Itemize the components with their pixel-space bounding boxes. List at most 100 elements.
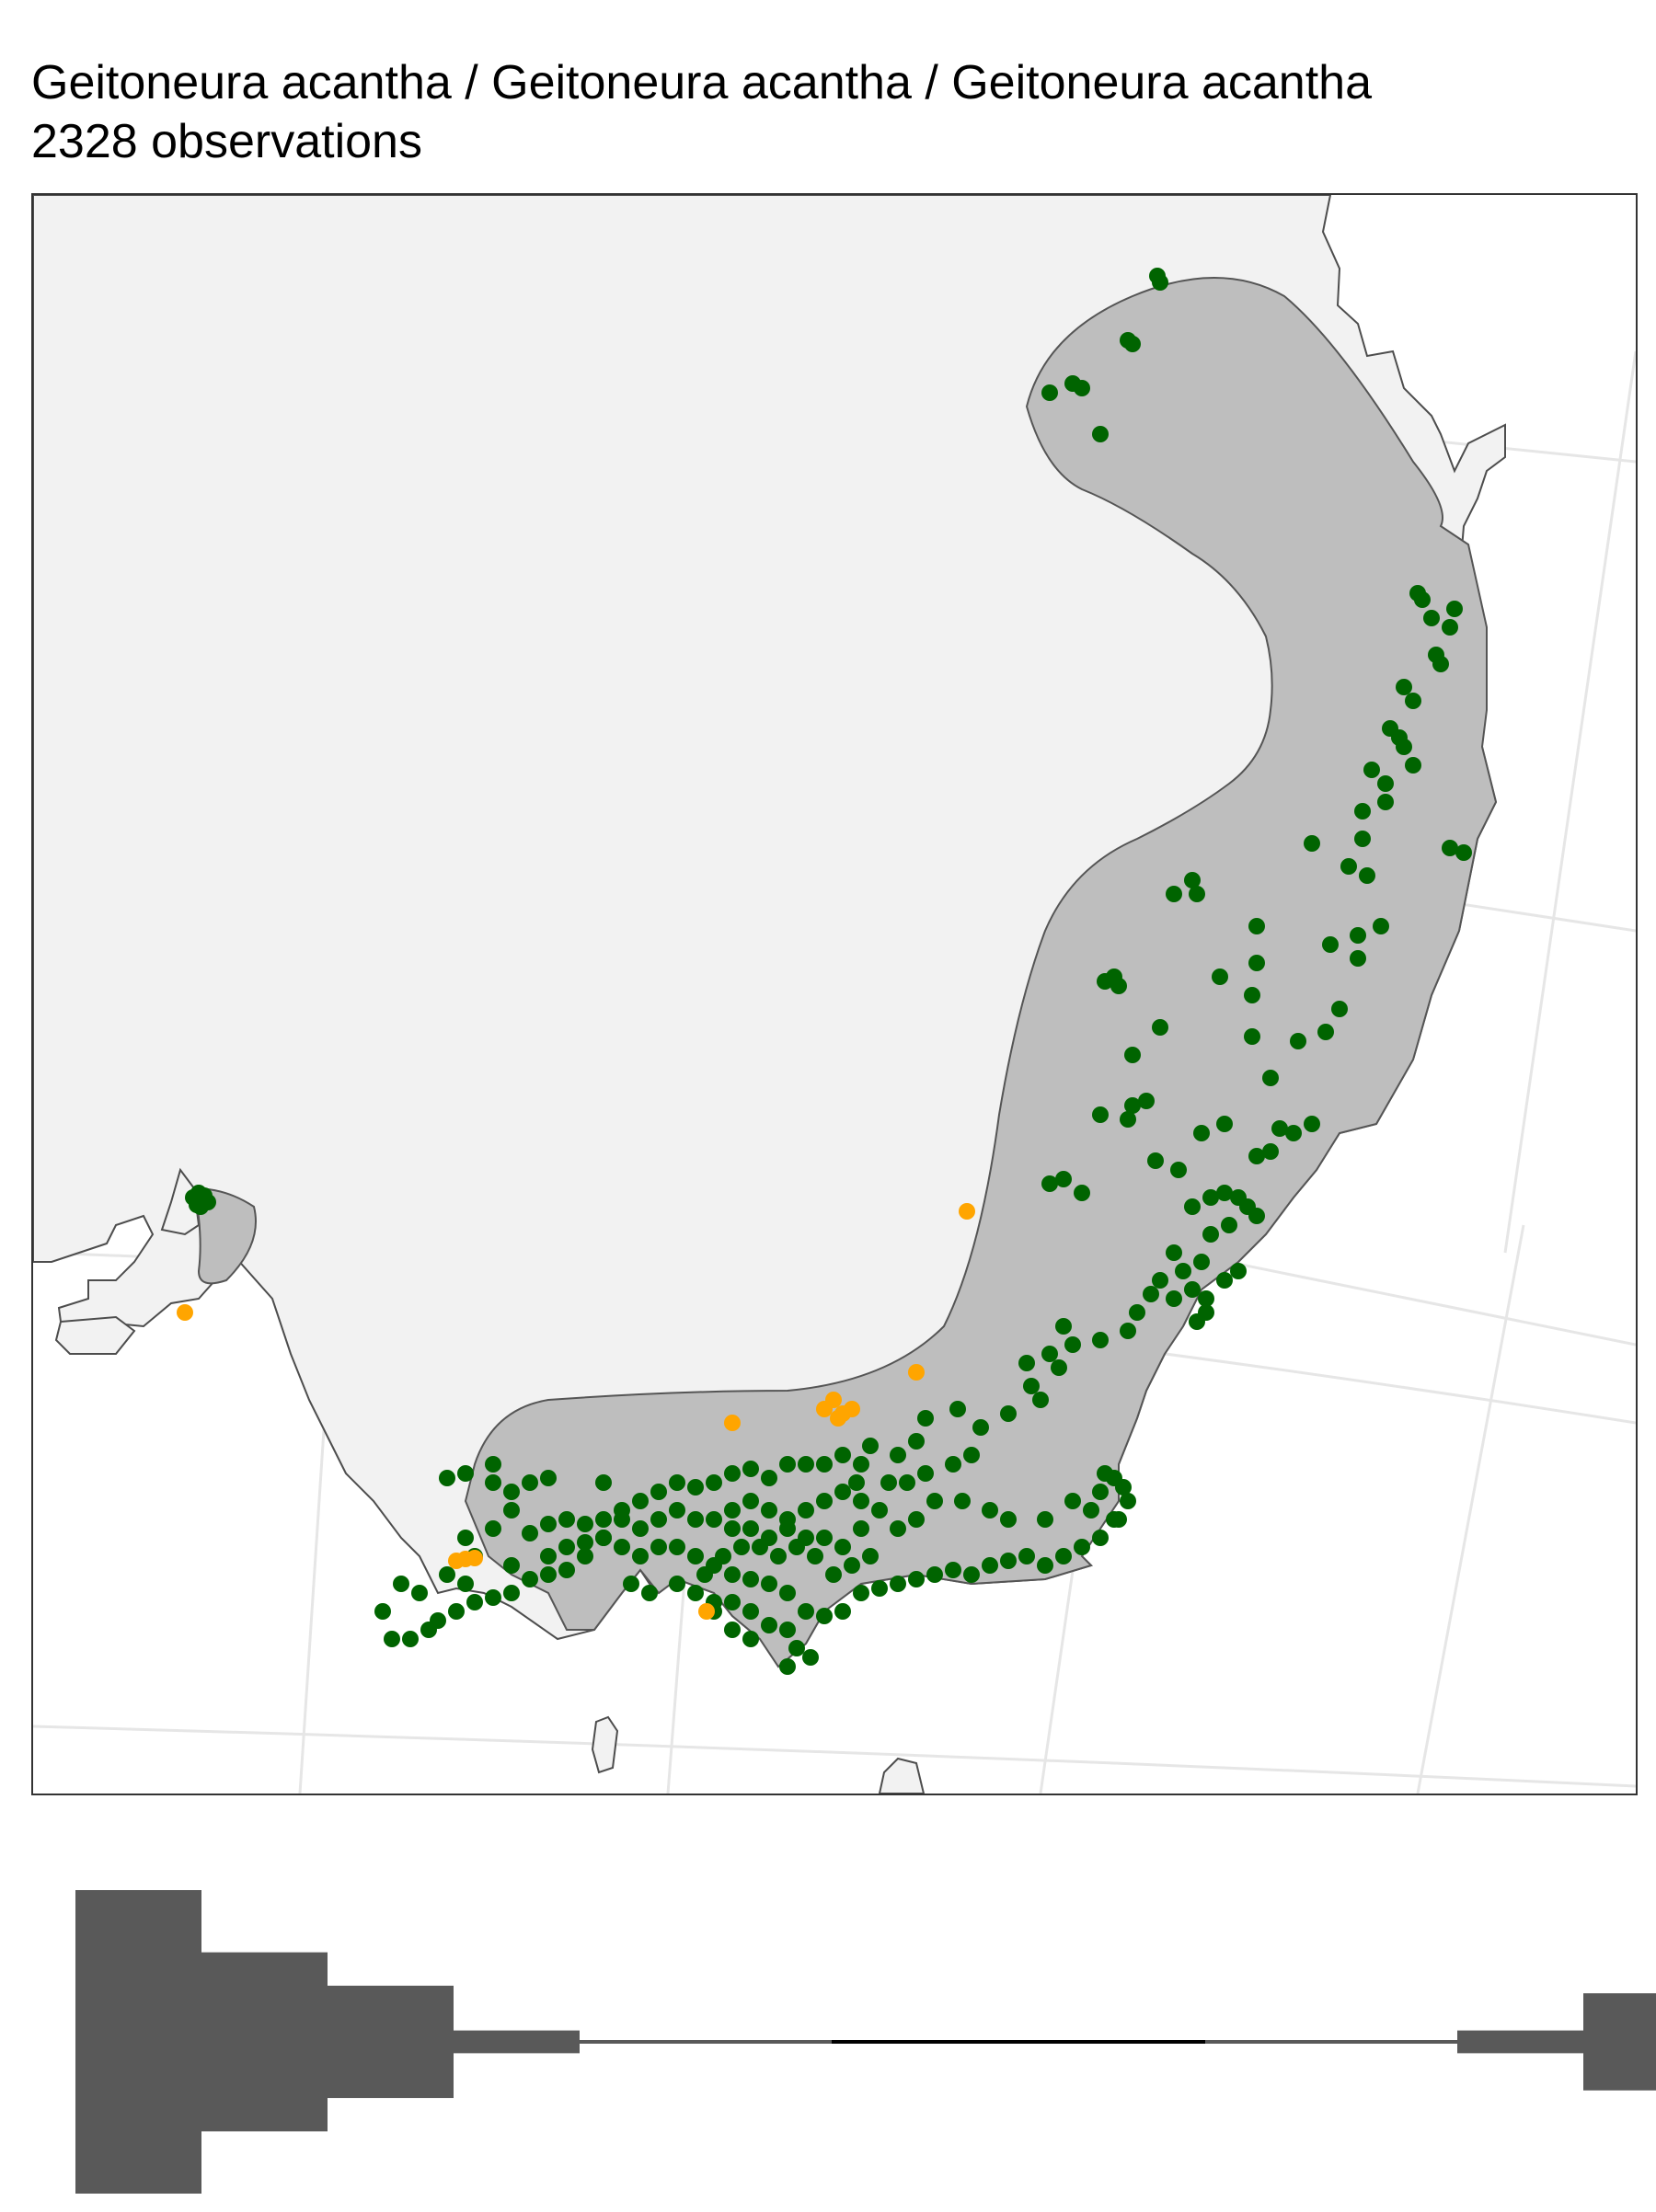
observation-point-inside-range: [1317, 1024, 1334, 1040]
observation-point-inside-range: [1285, 1125, 1302, 1141]
observation-point-inside-range: [802, 1649, 819, 1666]
observation-point-inside-range: [982, 1502, 998, 1519]
observation-point-inside-range: [853, 1493, 869, 1509]
observation-point-inside-range: [485, 1474, 501, 1491]
observation-count: 2328 observations: [31, 115, 422, 168]
observation-point-inside-range: [595, 1474, 612, 1491]
observation-point-inside-range: [1166, 1244, 1182, 1261]
observation-point-inside-range: [1350, 927, 1366, 944]
map-title: Geitoneura acantha / Geitoneura acantha …: [31, 56, 1373, 109]
observation-point-inside-range: [945, 1562, 961, 1578]
observation-point-inside-range: [503, 1484, 520, 1500]
observation-point-inside-range: [1354, 803, 1371, 819]
observation-point-inside-range: [439, 1566, 455, 1583]
observation-points: [177, 268, 1472, 1675]
observation-point-inside-range: [1166, 886, 1182, 902]
observation-point-inside-range: [1432, 656, 1449, 672]
observation-point-inside-range: [834, 1447, 851, 1463]
observation-point-inside-range: [724, 1566, 741, 1583]
observation-point-inside-range: [779, 1658, 796, 1675]
observation-point-inside-range: [1244, 987, 1260, 1003]
histogram-bar-right: [1583, 1993, 1656, 2091]
observation-point-inside-range: [798, 1456, 814, 1473]
observation-point-inside-range: [1216, 1116, 1233, 1132]
observation-point-inside-range: [485, 1456, 501, 1473]
observation-point-inside-range: [954, 1493, 971, 1509]
observation-point-outside-range: [908, 1364, 925, 1381]
observation-point-inside-range: [1124, 336, 1141, 352]
observation-point-inside-range: [890, 1447, 906, 1463]
observation-point-inside-range: [761, 1576, 777, 1592]
histogram-bar-right: [1331, 2040, 1457, 2044]
observation-point-inside-range: [1055, 1548, 1072, 1564]
observation-point-inside-range: [908, 1511, 925, 1528]
observation-point-inside-range: [1405, 693, 1421, 709]
observation-point-inside-range: [1000, 1405, 1017, 1422]
observation-point-inside-range: [192, 1198, 209, 1215]
observation-point-inside-range: [1377, 794, 1394, 810]
observation-point-inside-range: [1074, 1539, 1090, 1555]
observation-point-inside-range: [1212, 968, 1228, 985]
observation-point-inside-range: [1000, 1511, 1017, 1528]
observation-point-inside-range: [788, 1539, 805, 1555]
observation-point-inside-range: [614, 1539, 630, 1555]
observation-point-inside-range: [1152, 1019, 1168, 1036]
observation-point-inside-range: [540, 1548, 557, 1564]
observation-point-inside-range: [1064, 1493, 1081, 1509]
observation-point-inside-range: [871, 1502, 888, 1519]
latitude-histogram: [0, 1876, 1656, 2212]
observation-point-inside-range: [1248, 1208, 1265, 1224]
observation-point-inside-range: [742, 1631, 759, 1647]
observation-point-inside-range: [1193, 1125, 1210, 1141]
observation-point-inside-range: [1396, 739, 1412, 755]
observation-point-inside-range: [834, 1603, 851, 1620]
observation-point-inside-range: [1373, 918, 1389, 934]
observation-point-inside-range: [485, 1520, 501, 1537]
observation-point-inside-range: [1396, 679, 1412, 695]
observation-point-inside-range: [1304, 835, 1320, 852]
observation-point-inside-range: [1051, 1359, 1067, 1376]
histogram-bar-right: [1457, 2030, 1583, 2054]
observation-point-inside-range: [1455, 844, 1472, 861]
observation-point-inside-range: [420, 1622, 437, 1638]
observation-point-inside-range: [632, 1493, 649, 1509]
observation-point-inside-range: [1175, 1263, 1191, 1279]
observation-point-inside-range: [724, 1520, 741, 1537]
observation-point-inside-range: [926, 1493, 943, 1509]
observation-point-inside-range: [485, 1589, 501, 1606]
observation-point-inside-range: [742, 1571, 759, 1587]
observation-point-inside-range: [687, 1479, 704, 1496]
observation-point-inside-range: [1018, 1355, 1035, 1371]
observation-point-inside-range: [825, 1566, 842, 1583]
land-tasmania: [878, 1757, 926, 1794]
observation-point-inside-range: [540, 1470, 557, 1486]
observation-point-inside-range: [540, 1566, 557, 1583]
observation-point-inside-range: [650, 1539, 667, 1555]
observation-point-inside-range: [1322, 936, 1339, 953]
observation-point-outside-range: [724, 1415, 741, 1431]
observation-point-inside-range: [1271, 1120, 1288, 1137]
observation-point-inside-range: [1442, 840, 1458, 856]
observation-point-inside-range: [742, 1493, 759, 1509]
observation-point-inside-range: [1110, 1511, 1127, 1528]
observation-point-inside-range: [1189, 1313, 1205, 1330]
observation-point-inside-range: [963, 1566, 980, 1583]
occurrence-map[interactable]: [31, 193, 1638, 1795]
observation-point-inside-range: [890, 1520, 906, 1537]
observation-point-inside-range: [687, 1548, 704, 1564]
observation-point-inside-range: [742, 1603, 759, 1620]
observation-point-inside-range: [1193, 1254, 1210, 1270]
observation-point-inside-range: [650, 1511, 667, 1528]
observation-point-inside-range: [1138, 1093, 1155, 1109]
observation-point-inside-range: [1262, 1070, 1279, 1086]
observation-point-inside-range: [798, 1502, 814, 1519]
observation-point-inside-range: [402, 1631, 419, 1647]
observation-point-inside-range: [1143, 1286, 1159, 1302]
observation-point-inside-range: [1350, 950, 1366, 967]
observation-point-inside-range: [779, 1456, 796, 1473]
observation-point-inside-range: [457, 1576, 474, 1592]
observation-point-inside-range: [384, 1631, 400, 1647]
histogram-baseline: [832, 2040, 1334, 2044]
observation-point-inside-range: [1083, 1502, 1099, 1519]
observation-point-inside-range: [1074, 1185, 1090, 1201]
